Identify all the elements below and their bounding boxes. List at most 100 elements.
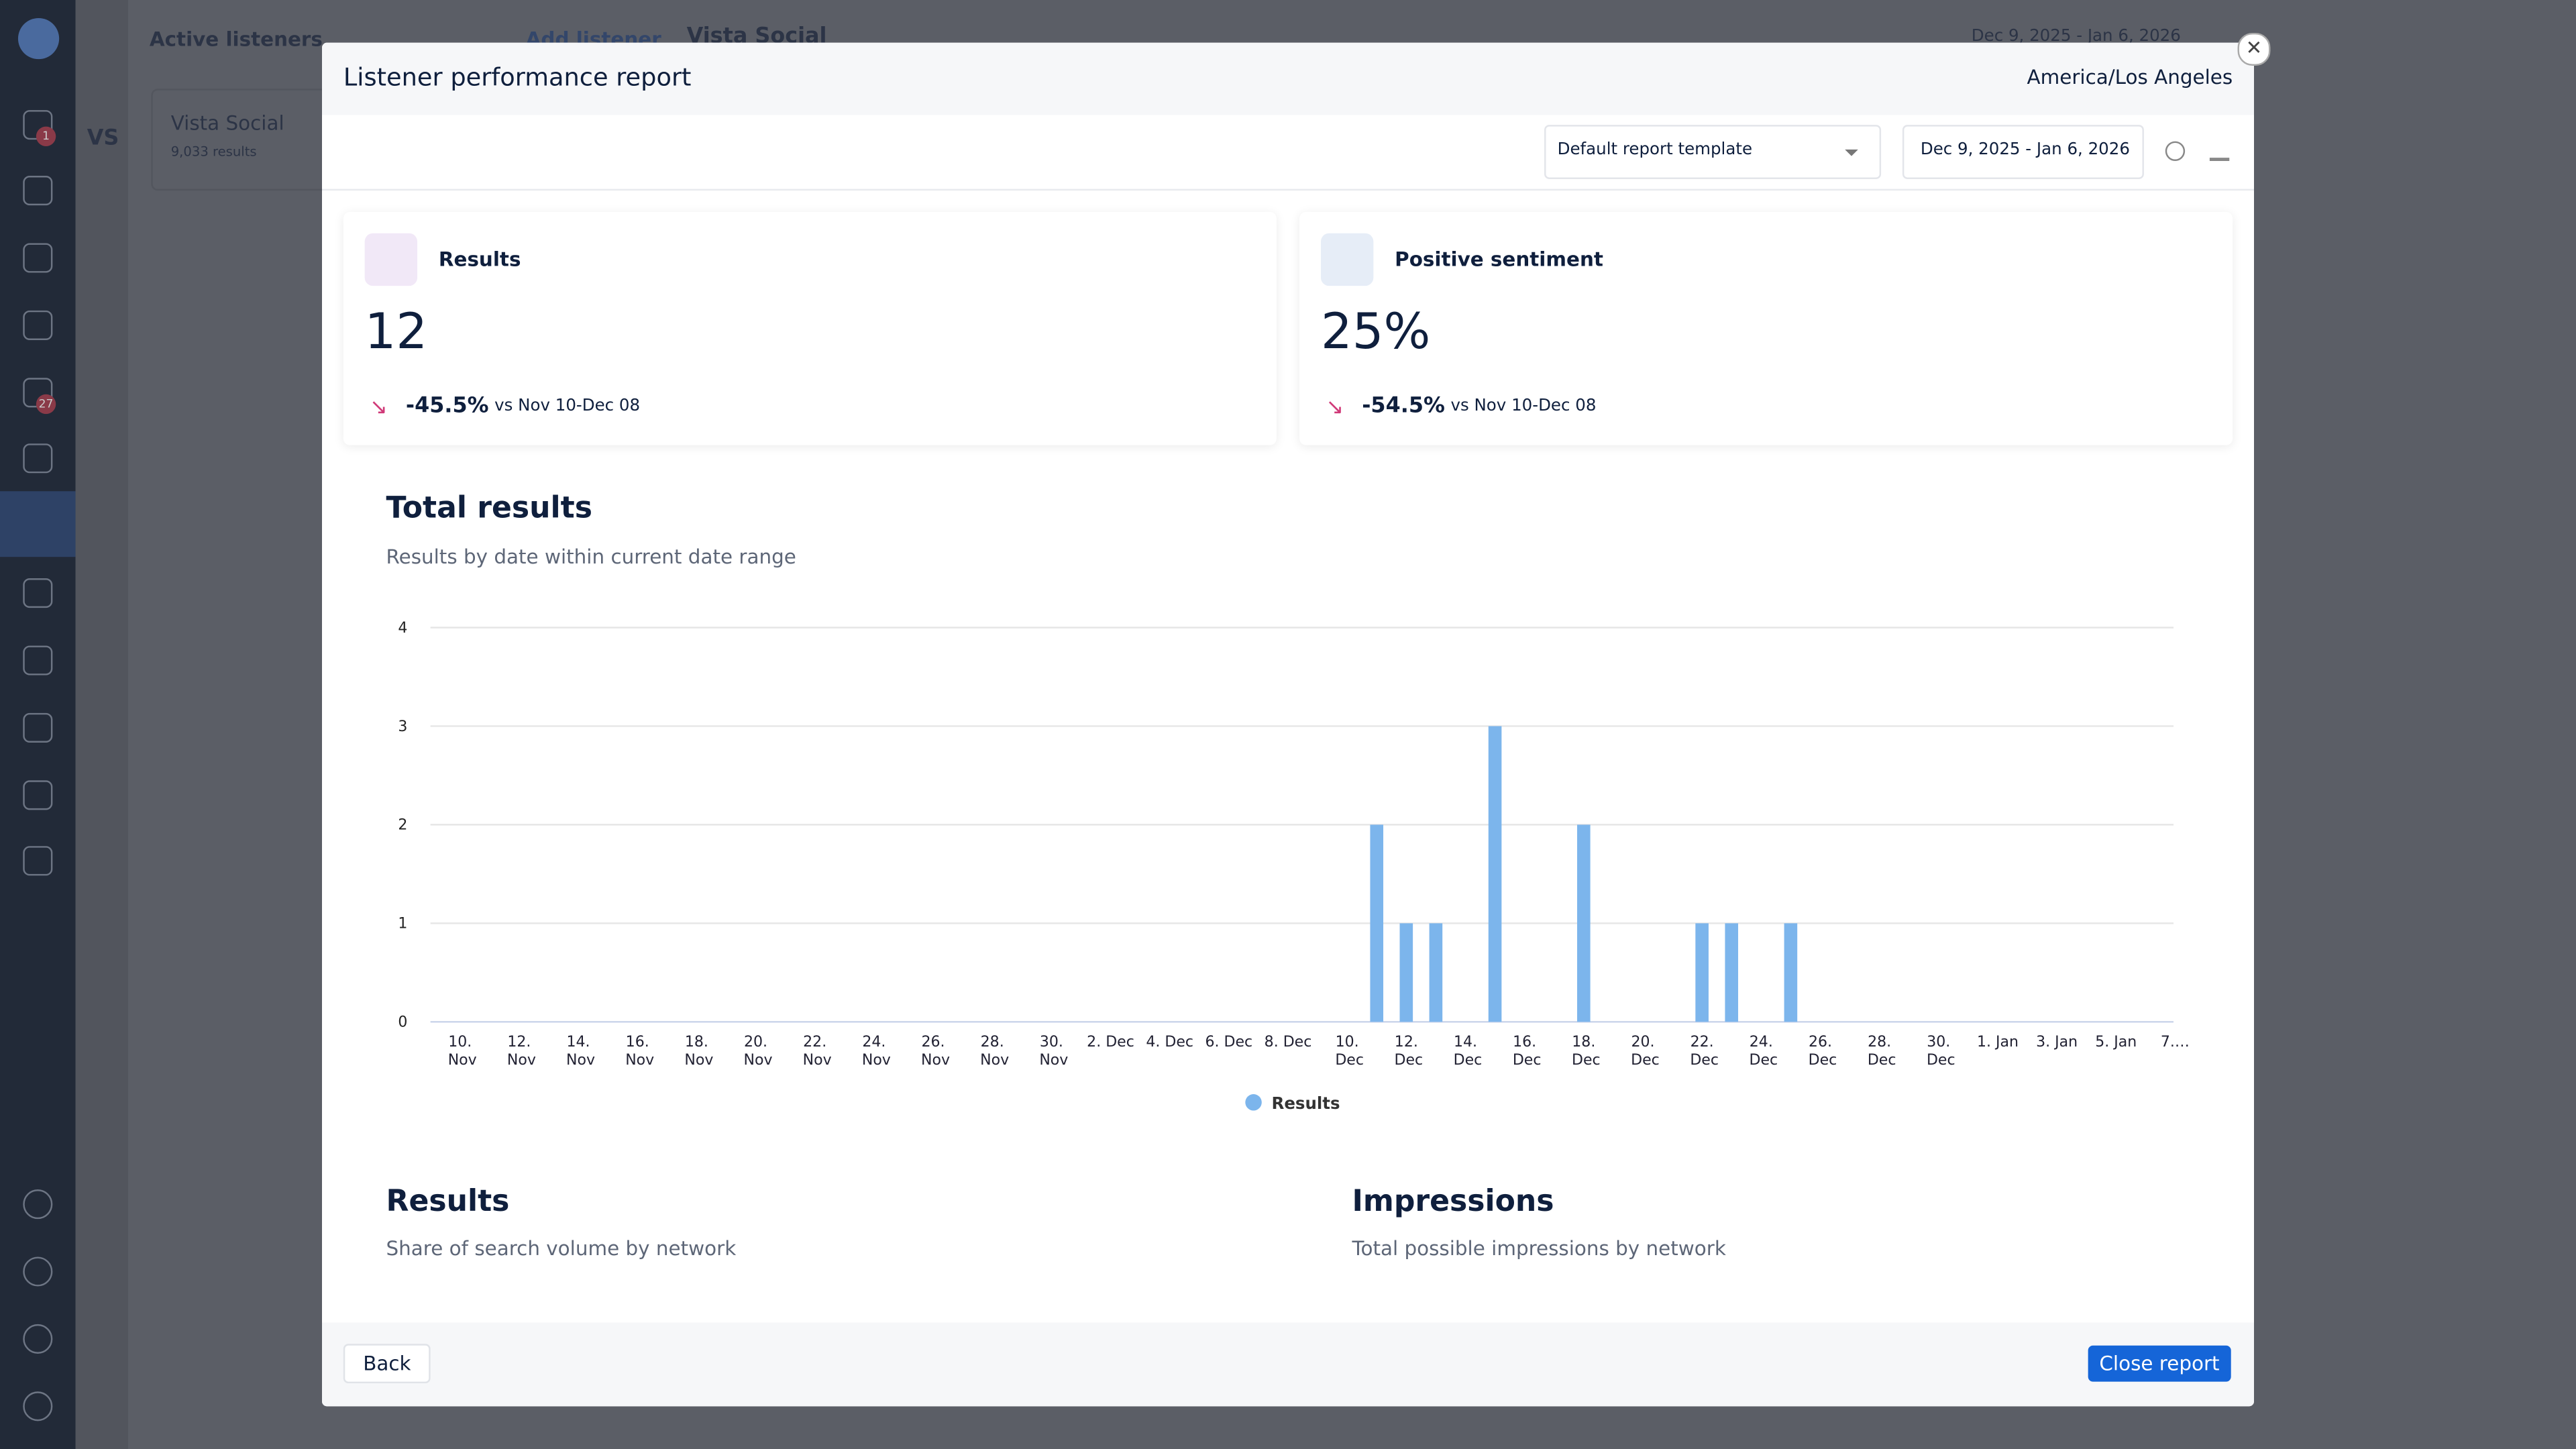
- x-tick-label: 14. Nov: [561, 1034, 595, 1069]
- y-tick-label: 3: [398, 718, 407, 735]
- nav-icon[interactable]: [23, 1391, 53, 1421]
- date-label: Dec 9, 2025 - Jan 6, 2026: [1920, 141, 2130, 160]
- x-tick-label: 18. Nov: [680, 1034, 713, 1069]
- card-icon: [364, 233, 418, 286]
- date-picker[interactable]: [1902, 125, 2144, 179]
- listeners-label[interactable]: Active listeners: [149, 28, 323, 51]
- bar: [1725, 923, 1739, 1022]
- nav-icon[interactable]: [23, 846, 53, 876]
- nav-icon[interactable]: [23, 712, 53, 743]
- x-tick-label: 1. Jan: [1977, 1034, 2019, 1051]
- x-tick-label: 26. Nov: [916, 1034, 950, 1069]
- y-tick-label: 1: [398, 916, 407, 932]
- nav-icon[interactable]: [23, 176, 53, 206]
- x-tick-label: 16. Nov: [621, 1034, 654, 1069]
- section-title: Impressions: [1352, 1184, 1554, 1220]
- listener-results: 9,033 results: [170, 144, 257, 160]
- sidebar: 1 27: [0, 0, 76, 1449]
- modal-header: [322, 42, 2255, 115]
- bar: [1784, 923, 1798, 1022]
- x-tick-label: 10. Nov: [443, 1034, 477, 1069]
- x-tick-label: 4. Dec: [1146, 1034, 1193, 1051]
- card-label: Results: [438, 248, 521, 272]
- x-tick-label: 22. Nov: [798, 1034, 832, 1069]
- card-change: -54.5%: [1362, 394, 1445, 419]
- x-tick-label: 3. Jan: [2036, 1034, 2078, 1051]
- legend-label: Results: [1272, 1093, 1340, 1113]
- down-arrow: ↘: [1326, 396, 1344, 421]
- close-x[interactable]: ✕: [2237, 32, 2271, 66]
- x-tick-label: 24. Dec: [1744, 1034, 1778, 1069]
- caret: [1845, 149, 1858, 156]
- x-tick-label: 26. Dec: [1804, 1034, 1837, 1069]
- down-arrow: ↘: [370, 396, 388, 421]
- logo: [17, 17, 60, 60]
- chart-title: Total results: [386, 491, 592, 526]
- y-tick-label: 0: [398, 1014, 407, 1031]
- badge: 27: [36, 394, 56, 415]
- refresh-button[interactable]: [2165, 141, 2186, 162]
- section-subtitle: Share of search volume by network: [386, 1237, 737, 1260]
- x-tick-label: 14. Dec: [1449, 1034, 1483, 1069]
- modal-footer: [322, 1322, 2255, 1407]
- metric-card: Positive sentiment 25% ↘ -54.5% vs Nov 1…: [1299, 211, 2233, 445]
- metric-card: Results 12 ↘ -45.5% vs Nov 10-Dec 08: [343, 211, 1277, 445]
- x-tick-label: 30. Nov: [1034, 1034, 1068, 1069]
- x-tick-label: 30. Dec: [1922, 1034, 1955, 1069]
- x-tick-label: 18. Dec: [1567, 1034, 1601, 1069]
- nav-icon[interactable]: [23, 1256, 53, 1287]
- download-button[interactable]: [2209, 158, 2230, 162]
- nav-active[interactable]: [0, 491, 76, 557]
- x-tick-label: 28. Nov: [975, 1034, 1009, 1069]
- card-value: 12: [364, 304, 428, 362]
- modal-title: Listener performance report: [343, 62, 692, 93]
- bar: [1488, 726, 1502, 1022]
- x-tick-label: 24. Nov: [857, 1034, 891, 1069]
- y-tick-label: 2: [398, 817, 407, 834]
- close-button[interactable]: Close report: [2088, 1345, 2231, 1382]
- y-tick-label: 4: [398, 620, 407, 637]
- divider: [322, 189, 2255, 191]
- bar: [1370, 824, 1384, 1022]
- x-tick-label: 20. Dec: [1626, 1034, 1660, 1069]
- subnav: [75, 0, 129, 1449]
- nav-icon[interactable]: [23, 578, 53, 608]
- nav-icon[interactable]: [23, 310, 53, 340]
- x-tick-label: 6. Dec: [1205, 1034, 1253, 1051]
- bar: [1695, 923, 1709, 1022]
- bar: [1429, 923, 1443, 1022]
- x-tick-label: 10. Dec: [1330, 1034, 1364, 1069]
- nav-icon[interactable]: [23, 1324, 53, 1354]
- card-comparison: vs Nov 10-Dec 08: [1450, 397, 1597, 416]
- listener-name: Vista Social: [170, 111, 284, 135]
- nav-icon[interactable]: [23, 443, 53, 474]
- x-tick-label: 8. Dec: [1265, 1034, 1312, 1051]
- x-tick-label: 12. Nov: [502, 1034, 536, 1069]
- nav-icon[interactable]: [23, 1189, 53, 1220]
- chart-subtitle: Results by date within current date rang…: [386, 545, 796, 569]
- nav-icon[interactable]: [23, 645, 53, 676]
- timezone: America/Los Angeles: [2027, 65, 2233, 89]
- nav-icon[interactable]: [23, 243, 53, 273]
- modal: Listener performance report America/Los …: [322, 42, 2255, 1407]
- legend-swatch: [1245, 1094, 1262, 1111]
- card-value: 25%: [1320, 304, 1431, 362]
- card-label: Positive sentiment: [1395, 248, 1603, 272]
- bar: [1399, 923, 1413, 1022]
- template-select[interactable]: [1544, 125, 1882, 179]
- card-comparison: vs Nov 10-Dec 08: [494, 397, 641, 416]
- back-button[interactable]: Back: [343, 1344, 431, 1384]
- nav-icon[interactable]: [23, 780, 53, 810]
- template-label: Default report template: [1557, 141, 1753, 160]
- x-tick-label: 5. Jan: [2095, 1034, 2137, 1051]
- x-tick-label: 2. Dec: [1087, 1034, 1134, 1051]
- section-subtitle: Total possible impressions by network: [1352, 1237, 1726, 1260]
- bar: [1577, 824, 1591, 1022]
- x-tick-label: 12. Dec: [1390, 1034, 1424, 1069]
- badge: 1: [36, 126, 56, 146]
- x-tick-label: 20. Nov: [739, 1034, 773, 1069]
